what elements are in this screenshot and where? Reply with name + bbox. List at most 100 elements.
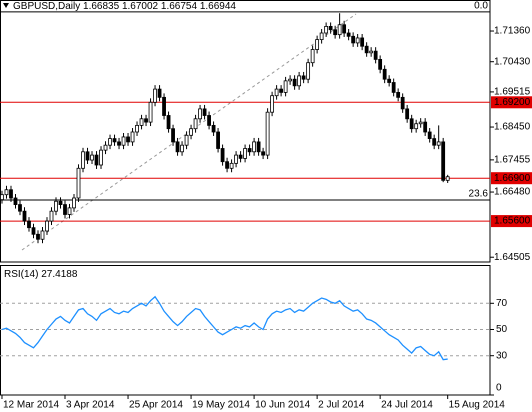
candle-body — [441, 141, 446, 181]
candle-body — [256, 141, 261, 153]
candle-body — [400, 96, 405, 110]
candle-body — [49, 210, 54, 222]
candle-body — [117, 141, 121, 146]
y-tick-label: 1.68450 — [494, 122, 531, 133]
candle-body — [396, 91, 401, 98]
candle-body — [297, 75, 302, 87]
x-tick-label: 25 Apr 2014 — [129, 400, 183, 411]
symbol: GBPUSD,Daily — [13, 1, 80, 12]
rsi-title: RSI(14) 27.4188 — [4, 269, 78, 280]
candle-body — [279, 88, 284, 93]
candle-body — [360, 37, 365, 47]
candle-body — [144, 118, 148, 123]
candle-body — [148, 101, 153, 123]
candle-body — [67, 207, 72, 215]
candle-body — [324, 26, 329, 34]
candle-body — [112, 138, 117, 143]
x-tick-label: 15 Aug 2014 — [449, 400, 506, 411]
candle-body — [139, 118, 144, 126]
candle-body — [301, 75, 306, 80]
candle-body — [238, 154, 243, 159]
candle-body — [234, 154, 238, 164]
candle-body — [207, 115, 211, 126]
candle-body — [180, 144, 184, 153]
candle-body — [45, 220, 49, 232]
candle-body — [135, 124, 139, 133]
level-label: 1.66900 — [494, 173, 531, 184]
candle-body — [27, 220, 31, 229]
candle-body — [94, 154, 99, 166]
low-value: 1.66754 — [161, 1, 198, 12]
candle-body — [216, 131, 220, 149]
close-value: 1.66944 — [200, 1, 237, 12]
candle-body — [175, 141, 180, 153]
y-tick-label: 1.71360 — [494, 26, 531, 37]
candle-body — [18, 204, 22, 212]
candle-body — [76, 167, 81, 199]
candle-body — [391, 82, 396, 93]
candle-body — [81, 151, 85, 169]
candle-body — [166, 115, 171, 130]
candle-body — [310, 49, 315, 64]
candle-body — [274, 88, 279, 97]
candle-body — [90, 154, 94, 161]
candle-body — [63, 204, 67, 215]
candle-body — [432, 138, 437, 146]
candle-body — [4, 189, 9, 196]
candle-body — [202, 108, 207, 116]
candle-body — [355, 37, 360, 44]
candle-body — [193, 118, 198, 130]
candle-body — [346, 32, 351, 37]
candle-body — [103, 144, 108, 151]
candle-body — [85, 151, 90, 161]
title-icon — [3, 3, 9, 8]
x-tick-label: 3 Apr 2014 — [66, 400, 115, 411]
candle-body — [220, 148, 225, 163]
candle-body — [319, 32, 324, 41]
candle-body — [247, 148, 252, 153]
candle-body — [108, 138, 112, 146]
x-tick-label: 19 May 2014 — [192, 400, 250, 411]
candle-body — [184, 134, 189, 146]
candle-body — [288, 78, 293, 82]
level-label: 1.65600 — [494, 216, 531, 227]
level-label-box — [491, 172, 532, 185]
candle-body — [198, 108, 202, 120]
candle-body — [337, 24, 342, 36]
candle-body — [22, 210, 27, 222]
rsi-last: 27.4188 — [41, 269, 78, 280]
candle-body — [445, 176, 450, 181]
candle-body — [13, 197, 18, 205]
candle-body — [369, 50, 374, 54]
candle-body — [378, 59, 383, 70]
candle-body — [211, 124, 216, 133]
candle-body — [436, 141, 441, 146]
y-tick-label: 1.67455 — [494, 155, 531, 166]
candle-body — [171, 128, 175, 143]
x-tick-label: 12 Mar 2014 — [3, 400, 60, 411]
candle-body — [40, 230, 45, 240]
candle-body — [189, 128, 193, 136]
y-tick-label: 1.64505 — [494, 252, 531, 263]
candle-body — [333, 29, 338, 36]
candle-body — [157, 88, 162, 98]
candle-body — [351, 35, 356, 44]
candle-body — [306, 62, 311, 80]
candle-body — [373, 50, 378, 60]
y-tick-label: 30 — [496, 350, 508, 361]
y-tick-label: 1.66480 — [494, 187, 531, 198]
chart-title: GBPUSD,Daily 1.66835 1.67002 1.66754 1.6… — [13, 1, 236, 12]
candle-body — [315, 39, 320, 50]
candle-body — [0, 194, 4, 201]
candle-body — [126, 136, 130, 143]
candle-body — [162, 96, 166, 116]
level-label: 1.69200 — [494, 97, 531, 108]
open-value: 1.66835 — [83, 1, 120, 12]
candle-body — [265, 111, 270, 156]
candle-body — [58, 200, 63, 205]
candle-body — [9, 189, 13, 199]
candle-body — [225, 161, 229, 169]
